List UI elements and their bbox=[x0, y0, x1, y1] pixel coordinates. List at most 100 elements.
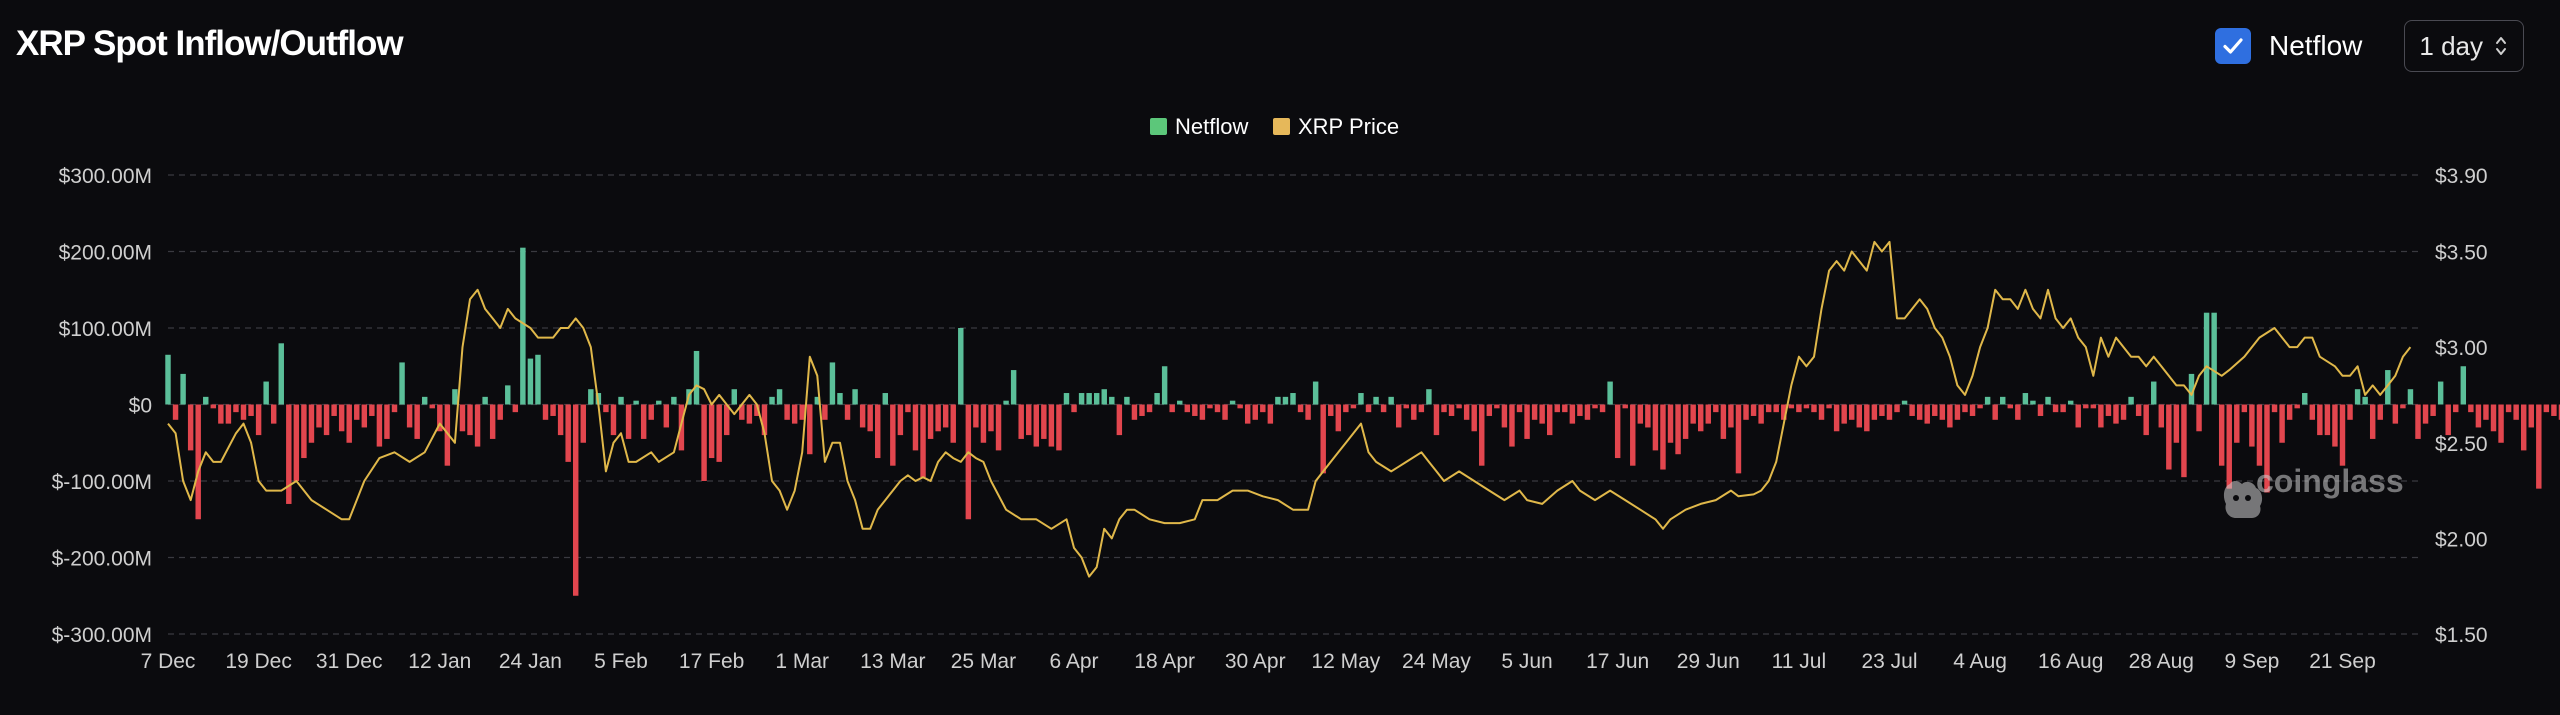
legend-swatch bbox=[1150, 118, 1167, 135]
netflow-bar bbox=[1373, 396, 1379, 405]
netflow-bar bbox=[2279, 404, 2285, 443]
netflow-bar bbox=[588, 389, 594, 405]
netflow-bar bbox=[610, 404, 617, 436]
netflow-bar bbox=[2437, 381, 2444, 405]
netflow-bar bbox=[467, 404, 473, 436]
netflow-bar bbox=[1048, 404, 1055, 447]
netflow-bar bbox=[1260, 404, 1266, 413]
netflow-bar bbox=[248, 404, 254, 416]
netflow-bar bbox=[1947, 404, 1953, 428]
x-tick-label: 6 Apr bbox=[1050, 650, 1099, 673]
netflow-bar bbox=[822, 404, 828, 420]
netflow-bar bbox=[1901, 400, 1908, 405]
netflow-bar bbox=[859, 404, 866, 428]
x-tick-label: 23 Jul bbox=[1861, 650, 1917, 673]
netflow-bar bbox=[2052, 404, 2059, 413]
netflow-bar bbox=[1169, 404, 1175, 413]
netflow-bar bbox=[2392, 404, 2399, 424]
netflow-bar bbox=[2339, 404, 2346, 466]
netflow-bar bbox=[1199, 404, 1206, 420]
netflow-bar bbox=[2067, 400, 2074, 405]
netflow-bar bbox=[1652, 404, 1659, 451]
netflow-bar bbox=[633, 400, 639, 405]
netflow-bar bbox=[437, 404, 443, 432]
netflow-bar bbox=[1818, 404, 1825, 420]
netflow-bar bbox=[640, 404, 647, 439]
netflow-bar bbox=[338, 404, 345, 432]
netflow-bar bbox=[1282, 396, 1289, 405]
y-right-tick-label: $3.90 bbox=[2435, 165, 2488, 188]
x-tick-label: 21 Sep bbox=[2309, 650, 2376, 673]
x-tick-label: 24 Jan bbox=[499, 650, 562, 673]
netflow-bar bbox=[2128, 396, 2134, 405]
netflow-bar bbox=[2256, 404, 2263, 466]
netflow-bar bbox=[988, 404, 994, 432]
netflow-bar bbox=[2143, 404, 2149, 436]
netflow-bar bbox=[1116, 404, 1123, 436]
netflow-bars bbox=[165, 247, 2560, 596]
x-tick-label: 30 Apr bbox=[1225, 650, 1286, 673]
netflow-bar bbox=[1041, 404, 1047, 439]
netflow-bar bbox=[958, 328, 964, 405]
netflow-bar bbox=[807, 404, 813, 455]
netflow-bar bbox=[2354, 389, 2361, 405]
netflow-bar bbox=[218, 404, 224, 424]
netflow-bar bbox=[1667, 404, 1674, 443]
netflow-bar bbox=[980, 404, 987, 443]
x-tick-label: 11 Jul bbox=[1772, 650, 1826, 673]
interval-select-value: 1 day bbox=[2419, 30, 2483, 61]
netflow-bar bbox=[2083, 404, 2089, 409]
x-tick-label: 19 Dec bbox=[225, 650, 292, 673]
netflow-bar bbox=[1939, 404, 1946, 420]
netflow-bar bbox=[2400, 404, 2406, 409]
netflow-bar bbox=[1018, 404, 1024, 439]
netflow-bar bbox=[1856, 404, 1862, 428]
y-left-tick-label: $300.00M bbox=[59, 165, 152, 188]
y-left-tick-label: $100.00M bbox=[59, 318, 152, 341]
netflow-checkbox-label[interactable]: Netflow bbox=[2269, 30, 2363, 61]
netflow-bar bbox=[1343, 404, 1349, 413]
netflow-checkbox[interactable] bbox=[2215, 28, 2252, 64]
interval-select[interactable]: 1 day bbox=[2404, 20, 2524, 72]
netflow-bar bbox=[308, 404, 315, 443]
netflow-bar bbox=[1388, 396, 1394, 405]
netflow-bar bbox=[829, 362, 836, 405]
netflow-bar bbox=[1781, 404, 1787, 420]
netflow-bar bbox=[1516, 404, 1523, 413]
netflow-bar bbox=[973, 404, 979, 428]
y-left-tick-label: $-300.00M bbox=[52, 624, 152, 647]
netflow-bar bbox=[1524, 404, 1530, 439]
netflow-bar bbox=[1743, 404, 1749, 420]
netflow-bar bbox=[2347, 404, 2353, 420]
netflow-bar bbox=[995, 404, 1002, 451]
netflow-bar bbox=[1750, 404, 1757, 416]
x-tick-label: 17 Feb bbox=[679, 650, 744, 673]
netflow-bar bbox=[233, 404, 239, 413]
netflow-bar bbox=[1207, 404, 1213, 409]
netflow-bar bbox=[625, 404, 632, 439]
netflow-bar bbox=[2453, 404, 2459, 413]
netflow-bar bbox=[950, 404, 956, 443]
netflow-bar bbox=[1796, 404, 1802, 413]
netflow-bar bbox=[1328, 404, 1334, 416]
netflow-bar bbox=[1954, 404, 1961, 420]
netflow-bar bbox=[1630, 404, 1636, 466]
netflow-bar bbox=[263, 381, 269, 405]
netflow-bar bbox=[444, 404, 451, 466]
checkmark-icon bbox=[2223, 38, 2243, 54]
netflow-bar bbox=[1992, 404, 1998, 420]
netflow-bar bbox=[2196, 404, 2202, 432]
netflow-bar bbox=[701, 404, 707, 481]
netflow-bar bbox=[693, 350, 700, 405]
netflow-bar bbox=[1184, 404, 1191, 413]
netflow-bar bbox=[1479, 404, 1485, 466]
netflow-bar bbox=[2098, 404, 2104, 428]
netflow-bar bbox=[897, 404, 904, 436]
y-right-tick-label: $3.50 bbox=[2435, 242, 2488, 265]
netflow-bar bbox=[2286, 404, 2293, 420]
netflow-bar bbox=[452, 389, 458, 405]
netflow-bar bbox=[1395, 404, 1402, 428]
netflow-bar bbox=[354, 404, 360, 420]
netflow-bar bbox=[1592, 404, 1598, 409]
netflow-bar bbox=[867, 404, 873, 432]
